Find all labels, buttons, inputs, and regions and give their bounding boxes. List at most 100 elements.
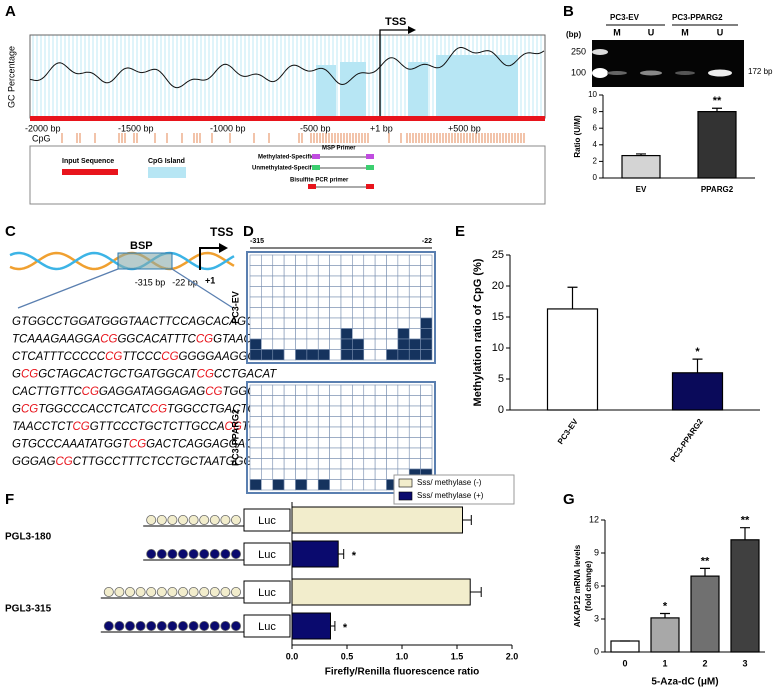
x-tick-label: 2.0 [506, 651, 519, 661]
grid-cell [363, 307, 376, 319]
grid-cell [295, 416, 308, 428]
grid-cell [306, 265, 319, 277]
grid-cell [272, 447, 285, 459]
cpg-circle [156, 515, 167, 526]
grid-cell [363, 447, 376, 459]
grid-cell [295, 458, 308, 470]
grid-cell [306, 447, 319, 459]
grid-cell [352, 384, 365, 396]
grid-cell [261, 275, 274, 287]
grid-cell [386, 426, 399, 438]
cpg-circle [209, 515, 220, 526]
grid-cell [295, 275, 308, 287]
y-tick-label: 2 [593, 157, 598, 166]
sequence: GTGGCCTGGATGGGTAACTTCCAGCACAGGCCC TCAAAGA… [12, 316, 282, 468]
grid-cell [386, 265, 399, 277]
x-tick-label: 1.0 [396, 651, 409, 661]
sequence-line: TCAAAGAAGGACGGGCACATTTCCGGTAACAGC [12, 334, 277, 346]
gel-band [592, 49, 608, 55]
grid-cell [408, 296, 421, 308]
grid-cell [249, 468, 262, 480]
cpg-site: CG [105, 351, 122, 363]
cpg-circle [167, 621, 178, 632]
grid-cell [249, 416, 262, 428]
y-axis-label: GC Percentage [6, 46, 16, 108]
grid-cell [397, 458, 410, 470]
error-bar [712, 107, 722, 112]
cpg-circle [114, 621, 125, 632]
cpg-circle [188, 549, 199, 560]
grid-cell [397, 265, 410, 277]
marker-label: 250 [571, 46, 586, 56]
end-label: -22 bp [172, 277, 198, 287]
grid-cell [374, 405, 387, 417]
methylated-cell [397, 338, 410, 350]
panel-label: G [563, 491, 575, 508]
cpg-island [408, 62, 428, 118]
grid-cell [272, 405, 285, 417]
grid-cell [249, 286, 262, 298]
grid-cell [283, 395, 296, 407]
grid-cell [340, 468, 353, 480]
panel-label: E [455, 223, 465, 240]
sequence-part: GGGAG [12, 456, 56, 468]
x-tick-label: EV [636, 185, 647, 194]
grid-cell [306, 405, 319, 417]
luc-label: Luc [258, 549, 276, 561]
bar [730, 539, 760, 653]
grid-cell [386, 437, 399, 449]
sequence-line: GGGAGCGCTTGCCTTTCTCCTGCTAATGGGG [12, 456, 261, 468]
cpg-circle [156, 621, 167, 632]
grid-cell [352, 437, 365, 449]
grid-cell [386, 447, 399, 459]
grid-cell [397, 384, 410, 396]
grid-cell [408, 275, 421, 287]
methylated-cell [397, 328, 410, 340]
grid-cell [363, 426, 376, 438]
lane-label: U [648, 27, 655, 37]
grid-cell [295, 447, 308, 459]
grid-cell [329, 437, 342, 449]
grid-cell [283, 265, 296, 277]
grid-frame [246, 251, 436, 364]
grid-cell [374, 468, 387, 480]
bar [621, 154, 661, 179]
grid-cell [306, 468, 319, 480]
grid-cell [317, 447, 330, 459]
grid-cell [386, 307, 399, 319]
grid-cell [317, 307, 330, 319]
bsp-label: BSP [130, 240, 153, 252]
grid-cell [306, 254, 319, 266]
grid-cell [340, 384, 353, 396]
grid-cell [386, 286, 399, 298]
grid-cell [306, 338, 319, 350]
cpg-site: CG [21, 404, 38, 416]
grid-cell [352, 286, 365, 298]
cpg-circle [125, 621, 136, 632]
bar [546, 308, 599, 411]
x-tick-label: PPARG2 [701, 185, 734, 194]
grid-cell [283, 426, 296, 438]
grid-cell [363, 437, 376, 449]
grid-cell [420, 458, 433, 470]
grid-cell [261, 479, 274, 491]
cpg-circle [230, 515, 241, 526]
grid-cell [397, 296, 410, 308]
grid-cell [317, 254, 330, 266]
sequence-part: TGGCCTGACTG [167, 404, 256, 416]
grid-cell [386, 458, 399, 470]
grid-cell [283, 384, 296, 396]
cpg-circle [209, 549, 220, 560]
gel-band [708, 69, 732, 77]
methylated-cell [408, 349, 421, 361]
grid-cell [397, 286, 410, 298]
grid-cell [306, 479, 319, 491]
sequence-part: TTCCC [122, 351, 162, 363]
x-axis-label: Firefly/Renilla fluorescence ratio [325, 667, 480, 678]
grid-cell [306, 416, 319, 428]
grid-cell [420, 265, 433, 277]
grid-cell [272, 458, 285, 470]
methylated-cell [317, 349, 330, 361]
sequence-part: TGGCCCACCTCATC [38, 404, 150, 416]
grid-cell [295, 384, 308, 396]
